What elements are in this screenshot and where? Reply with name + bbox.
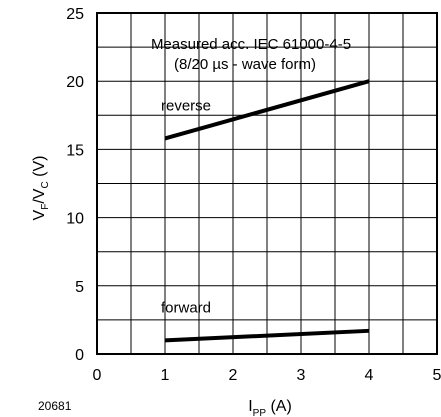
x-label-unit: (A) [266, 398, 292, 415]
y-tick-label: 25 [66, 6, 84, 23]
annotation-line-1: Measured acc. IEC 61000-4-5 [151, 36, 351, 53]
y-tick-label: 0 [75, 347, 84, 364]
x-tick-label: 3 [297, 367, 306, 384]
grid [97, 13, 437, 354]
x-tick-label: 2 [229, 367, 238, 384]
y-tick-label: 15 [66, 142, 84, 159]
y-label-sub-f: F [40, 204, 51, 210]
y-axis-label: VF/VC (V) [31, 156, 51, 221]
y-tick-label: 5 [75, 279, 84, 296]
y-label-sub-c: C [40, 181, 51, 188]
y-label-unit: (V) [31, 156, 48, 182]
annotation-line-2: (8/20 µs - wave form) [174, 56, 316, 73]
y-tick-label: 10 [66, 211, 84, 228]
x-label-i: I [248, 398, 252, 415]
x-tick-label: 0 [93, 367, 102, 384]
series-label-forward: forward [161, 299, 211, 316]
x-tick-labels: 0 1 2 3 4 5 [93, 367, 441, 384]
y-tick-labels: 0 5 10 15 20 25 [66, 6, 84, 364]
x-axis-label: IPP (A) [248, 398, 292, 417]
series-layer: reverse forward [161, 79, 370, 343]
y-label-v: V [31, 209, 48, 220]
x-tick-label: 4 [365, 367, 374, 384]
x-label-sub-pp: PP [253, 408, 267, 417]
series-line-forward [164, 328, 370, 343]
plot-frame [96, 12, 438, 355]
series-label-reverse: reverse [161, 97, 211, 114]
x-tick-label: 5 [433, 367, 441, 384]
figure-number: 20681 [38, 399, 72, 413]
y-label-slash: /V [31, 188, 48, 203]
x-tick-label: 1 [161, 367, 170, 384]
y-tick-label: 20 [66, 74, 84, 91]
series-line-reverse [164, 79, 370, 141]
